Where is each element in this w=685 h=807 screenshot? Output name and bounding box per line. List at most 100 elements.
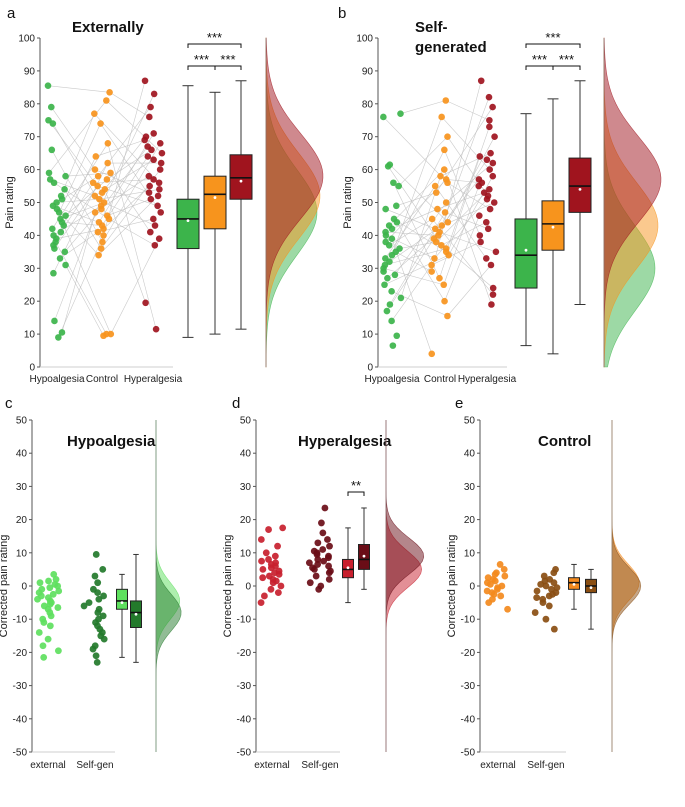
data-point — [44, 635, 52, 643]
data-point — [47, 103, 55, 111]
data-point — [45, 577, 52, 585]
connector-line — [101, 136, 147, 193]
data-point — [147, 103, 154, 111]
data-point — [438, 241, 445, 249]
data-point — [58, 329, 66, 336]
box-Hyperalgesia — [568, 80, 592, 305]
connector-line — [50, 179, 95, 197]
data-point — [533, 587, 541, 595]
y-tick-label: 10 — [362, 330, 374, 341]
significance-label: *** — [532, 52, 547, 67]
data-point — [155, 179, 163, 187]
y-tick-label: 80 — [24, 99, 36, 110]
data-point — [484, 225, 492, 233]
data-point — [154, 202, 161, 210]
connector-line — [400, 100, 446, 114]
box-mean — [120, 601, 124, 604]
data-point — [491, 133, 498, 140]
data-point — [486, 123, 493, 131]
y-tick-label: 50 — [362, 198, 374, 209]
data-point — [98, 205, 105, 213]
y-tick-label: 40 — [362, 231, 374, 242]
data-point — [258, 557, 265, 565]
data-point — [85, 599, 93, 606]
density-curves — [611, 420, 642, 752]
connector-line — [444, 149, 481, 236]
data-point — [93, 658, 101, 666]
box-Hypoalgesia — [514, 113, 538, 347]
data-point — [92, 153, 100, 160]
y-tick-label: 50 — [24, 198, 36, 209]
data-point — [434, 205, 441, 213]
y-axis-label: Corrected pain rating — [222, 535, 234, 638]
data-point — [55, 209, 63, 216]
connector-line — [431, 241, 481, 266]
density-Self-gen — [611, 420, 642, 752]
data-point — [56, 255, 64, 262]
data-point — [40, 619, 48, 626]
data-point — [324, 536, 331, 543]
data-point — [100, 232, 107, 239]
connector-line — [106, 100, 163, 154]
panel-title: Control — [538, 433, 591, 450]
data-point — [257, 599, 265, 606]
box-external — [116, 573, 128, 658]
y-tick-label: 30 — [24, 264, 36, 275]
connector-line — [434, 185, 487, 259]
data-point — [488, 301, 495, 308]
box-Hypoalgesia — [176, 85, 200, 338]
data-point — [91, 209, 99, 216]
data-point — [390, 179, 397, 187]
bracket-line — [525, 43, 581, 48]
data-point — [306, 579, 314, 587]
box-mean — [239, 179, 243, 183]
y-tick-label: -30 — [461, 681, 476, 692]
panel-letter: c — [5, 395, 13, 412]
data-point — [319, 529, 327, 537]
data-point — [94, 172, 102, 180]
connector-line — [98, 133, 154, 223]
density-curves — [385, 420, 425, 752]
data-point — [397, 294, 405, 302]
data-point — [312, 572, 320, 580]
data-point — [384, 163, 392, 170]
y-tick-label: 100 — [18, 34, 35, 45]
data-point — [95, 595, 103, 603]
data-point — [442, 199, 450, 206]
data-point — [496, 561, 504, 568]
connector-line — [384, 248, 447, 266]
connector-line — [60, 113, 95, 197]
data-point — [388, 225, 396, 233]
data-point — [486, 166, 493, 173]
data-point — [34, 595, 41, 603]
data-point — [156, 166, 164, 173]
data-point — [96, 195, 103, 203]
x-category-label: external — [30, 760, 66, 771]
box-iqr — [229, 154, 253, 200]
data-point — [324, 554, 332, 562]
data-point — [54, 604, 62, 611]
data-point — [155, 235, 163, 242]
box-mean — [186, 219, 190, 222]
data-point — [476, 232, 484, 239]
data-point — [99, 566, 107, 573]
y-tick-label: 50 — [464, 416, 476, 427]
data-point — [311, 566, 318, 573]
connector-line — [107, 143, 157, 330]
connector-line — [400, 176, 441, 299]
data-point — [483, 195, 491, 203]
y-tick-label: 50 — [240, 416, 252, 427]
data-point — [542, 582, 550, 590]
significance-bracket: *** — [525, 52, 554, 70]
data-point — [477, 77, 485, 85]
data-point — [100, 332, 107, 340]
x-category-label: Control — [424, 374, 456, 385]
y-tick-label: 20 — [16, 515, 28, 526]
panel-title: Hyperalgesia — [298, 433, 392, 450]
panel-letter: e — [455, 395, 463, 412]
y-tick-label: -30 — [237, 681, 252, 692]
connector-line — [51, 106, 96, 170]
y-tick-label: -10 — [461, 615, 476, 626]
data-point — [444, 179, 451, 187]
significance-label: *** — [194, 52, 209, 67]
